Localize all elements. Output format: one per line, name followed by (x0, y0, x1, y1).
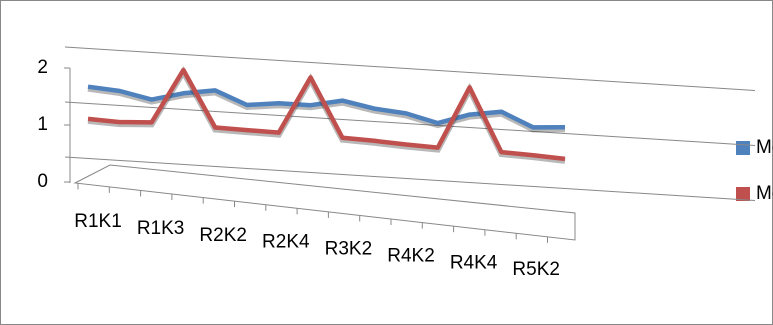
x-tick-label: R5K2 (512, 259, 560, 280)
legend-swatch (736, 141, 750, 155)
y-tick-label: 2 (37, 57, 48, 78)
x-tick-label: R1K1 (74, 211, 122, 232)
legend-swatch (736, 187, 750, 201)
x-tick-label: R2K2 (199, 225, 247, 246)
x-tick-label: R3K2 (325, 239, 373, 260)
floor (73, 164, 576, 241)
x-tick-label: R1K3 (137, 218, 185, 239)
legend: Mean Median (736, 137, 773, 204)
grid-line (64, 156, 756, 201)
y-tick-label: 1 (37, 114, 48, 135)
x-tick-label: R4K2 (387, 245, 435, 266)
x-tick-label: R2K4 (262, 232, 310, 253)
y-tick-label: 0 (37, 171, 48, 192)
grid-line (64, 101, 756, 146)
x-tick-label: R4K4 (450, 252, 498, 273)
line (87, 67, 566, 162)
legend-label: Median (756, 183, 773, 204)
grid-line (64, 46, 756, 91)
legend-label: Mean (756, 137, 773, 158)
